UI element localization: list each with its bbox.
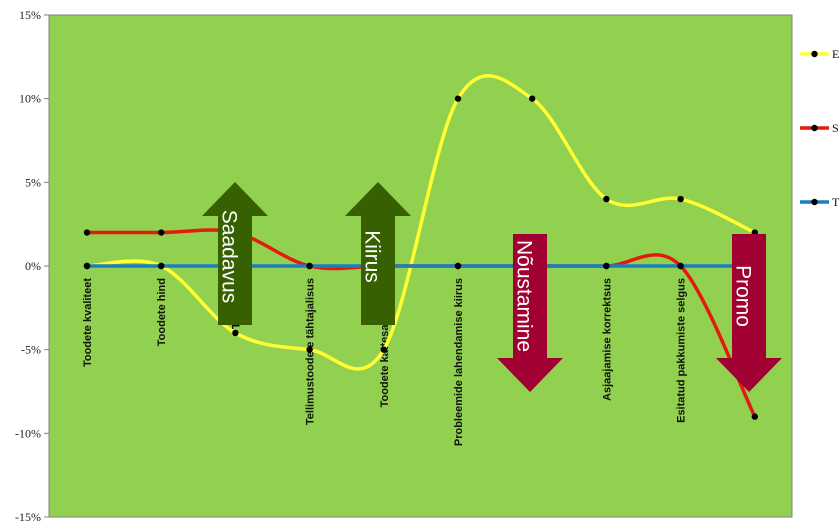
legend-marker	[811, 198, 818, 206]
legend-label: S	[832, 121, 839, 135]
y-tick-label: 5%	[25, 175, 41, 189]
data-point-s	[83, 229, 91, 236]
legend-label: T	[832, 195, 840, 209]
data-point-s	[751, 413, 758, 420]
x-tick-label: Esitatud pakkumiste selgus	[676, 278, 688, 423]
series-lines	[83, 74, 758, 420]
data-point-e	[232, 329, 239, 337]
annotation-label: Promo	[731, 265, 754, 327]
series-line-e	[86, 74, 756, 371]
data-point-t	[306, 262, 313, 270]
y-tick-label: 15%	[19, 8, 41, 22]
annotation-arrow-nõustamine	[497, 234, 563, 392]
annotation-label: Nõustamine	[512, 240, 535, 352]
data-point-e	[529, 95, 536, 102]
annotation-arrow-saadavus	[202, 182, 268, 325]
data-point-t	[83, 262, 91, 270]
annotation-label: Kiirus	[360, 230, 383, 283]
data-point-t	[158, 262, 165, 270]
annotation-label: Saadavus	[217, 210, 240, 303]
y-tick-label: 0%	[25, 259, 41, 273]
data-point-e	[603, 195, 610, 203]
y-axis: 15% 10% 5% 0% -5% -10% -15%	[15, 8, 49, 524]
y-tick-label: -10%	[15, 426, 41, 440]
y-tick-label: 10%	[19, 92, 41, 106]
legend-marker	[811, 50, 818, 58]
data-point-e	[380, 346, 387, 353]
annotation-arrows: Saadavus Kiirus Nõustamine Promo	[202, 182, 782, 392]
legend-label: E	[832, 47, 839, 61]
legend-marker	[811, 124, 818, 132]
annotation-arrow-promo	[716, 234, 782, 392]
data-point-t	[454, 262, 462, 270]
y-tick-label: -5%	[21, 343, 41, 357]
data-point-t	[603, 262, 610, 270]
data-point-e	[454, 95, 462, 102]
x-tick-label: Toodete hind	[156, 278, 168, 346]
x-tick-label: Toodete kvaliteet	[82, 278, 94, 367]
x-tick-label: Asjaajamise korrektsus	[601, 278, 613, 401]
x-tick-label: Probleemide lahendamise kiirus	[453, 278, 465, 446]
annotation-arrow-kiirus	[345, 182, 411, 325]
data-point-e	[306, 346, 313, 353]
data-point-e	[677, 195, 684, 203]
data-point-t	[677, 262, 684, 270]
y-tick-label: -15%	[15, 510, 41, 524]
legend: E S T	[800, 47, 840, 209]
data-point-s	[158, 229, 165, 236]
